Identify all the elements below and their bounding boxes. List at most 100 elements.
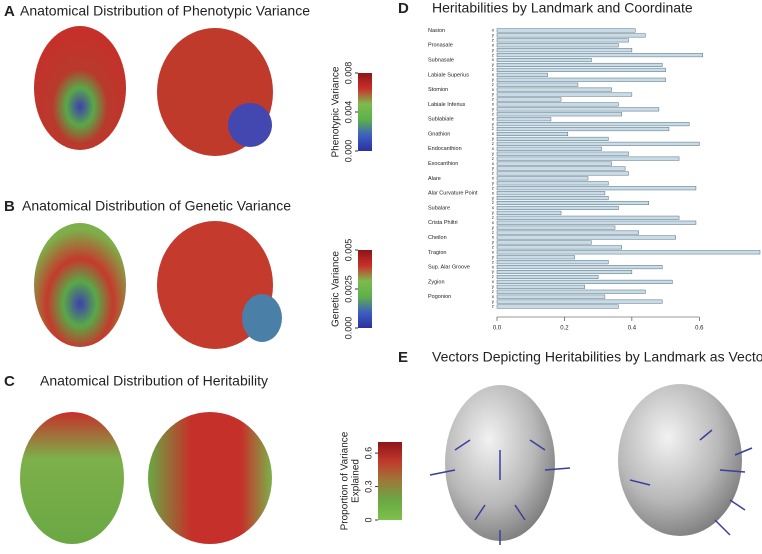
category-label: y xyxy=(492,77,495,82)
bar xyxy=(496,299,663,304)
bar xyxy=(496,136,609,141)
face-profile-gray xyxy=(618,384,742,536)
vectors xyxy=(429,429,753,545)
bar xyxy=(496,230,639,235)
category-label: y xyxy=(492,92,495,97)
category-label: y xyxy=(492,240,495,245)
category-label: x xyxy=(492,102,495,107)
category-label: z xyxy=(492,274,495,279)
panel-letter: E xyxy=(398,349,408,366)
category-label: x xyxy=(492,161,495,166)
category-label: z xyxy=(492,52,495,57)
bar xyxy=(496,245,623,250)
category-label: x xyxy=(492,57,495,62)
category-label: y xyxy=(492,180,495,185)
bar xyxy=(496,43,619,48)
category-label: z xyxy=(492,230,495,235)
bar xyxy=(496,205,619,210)
panel-letter: A xyxy=(4,3,15,20)
bar xyxy=(496,260,609,265)
bar xyxy=(496,102,619,107)
panel-title: Anatomical Distribution of Phenotypic Va… xyxy=(20,3,310,19)
group-label: Nasion xyxy=(428,28,445,34)
bar xyxy=(496,250,761,255)
colorbar-tick-label: 0.005 xyxy=(343,239,353,262)
bar xyxy=(496,127,670,132)
category-label: y xyxy=(492,210,495,215)
colorbar-label: Phenotypic Variance xyxy=(331,66,342,157)
category-label: y xyxy=(492,136,495,141)
x-tick-label: 0.6 xyxy=(695,326,704,332)
chart-title: Heritabilities by Landmark and Coordinat… xyxy=(432,0,693,16)
panel-title: Vectors Depicting Heritabilities by Land… xyxy=(432,349,762,365)
bar xyxy=(496,279,673,284)
bar xyxy=(496,235,676,240)
category-label: x xyxy=(492,205,495,210)
category-label: y xyxy=(492,225,495,230)
bar xyxy=(496,33,646,38)
colorbar-label: Proportion of Variance xyxy=(340,431,351,530)
category-label: z xyxy=(492,304,495,309)
bar xyxy=(496,38,629,43)
category-label: y xyxy=(492,107,495,112)
bar xyxy=(496,270,633,275)
category-label: z xyxy=(492,111,495,116)
bar xyxy=(496,210,562,215)
category-label: z xyxy=(492,171,495,176)
panel-letter: C xyxy=(4,373,15,390)
bar xyxy=(496,289,646,294)
colorbar-tick-label: 0.004 xyxy=(343,101,353,124)
bar xyxy=(496,220,697,225)
bar xyxy=(496,200,649,206)
colorbar-tick-label: 0 xyxy=(363,517,373,522)
category-label: y xyxy=(492,166,495,171)
bar xyxy=(496,92,633,97)
x-tick-label: 0.2 xyxy=(560,326,569,332)
category-label: z xyxy=(492,215,495,220)
bar xyxy=(496,146,602,151)
x-tick-label: 0.4 xyxy=(628,326,637,332)
group-label: Sublabiale xyxy=(428,117,454,123)
colorbar xyxy=(378,442,402,520)
bar xyxy=(496,53,703,58)
category-label: z xyxy=(492,200,495,205)
bar xyxy=(496,156,680,161)
category-label: x xyxy=(492,116,495,121)
bar xyxy=(496,255,575,260)
panel-title: Anatomical Distribution of Genetic Varia… xyxy=(22,198,291,214)
group-label: Labiale Superius xyxy=(428,72,469,78)
category-label: x xyxy=(492,146,495,151)
group-label: Endocanthion xyxy=(428,146,462,152)
category-label: x xyxy=(492,176,495,181)
category-label: z xyxy=(492,38,495,43)
face-renders xyxy=(20,26,753,545)
category-label: x xyxy=(492,235,495,240)
category-label: z xyxy=(492,259,495,264)
group-label: Alar Curvature Point xyxy=(428,191,478,197)
colorbar-tick-label: 0.000 xyxy=(343,317,353,340)
category-label: y xyxy=(492,299,495,304)
bar xyxy=(496,166,626,171)
face-profile-detail xyxy=(242,294,282,342)
face-profile xyxy=(148,412,272,544)
category-label: x xyxy=(492,249,495,254)
category-label: x xyxy=(492,279,495,284)
category-label: y xyxy=(492,47,495,52)
category-label: z xyxy=(492,185,495,190)
panel-title: Anatomical Distribution of Heritability xyxy=(40,373,268,389)
category-label: x xyxy=(492,220,495,225)
bar xyxy=(496,240,592,245)
colorbar-label: Explained xyxy=(351,459,362,503)
category-label: z xyxy=(492,97,495,102)
bar xyxy=(496,107,660,112)
bar xyxy=(496,215,680,220)
group-label: Alare xyxy=(428,176,441,182)
face-profile-detail xyxy=(228,103,272,147)
bar xyxy=(496,112,623,117)
bar xyxy=(496,82,579,87)
bar xyxy=(496,181,609,186)
bar xyxy=(496,284,585,289)
bar xyxy=(496,191,606,196)
colorbar-label: Genetic Variance xyxy=(331,251,342,327)
